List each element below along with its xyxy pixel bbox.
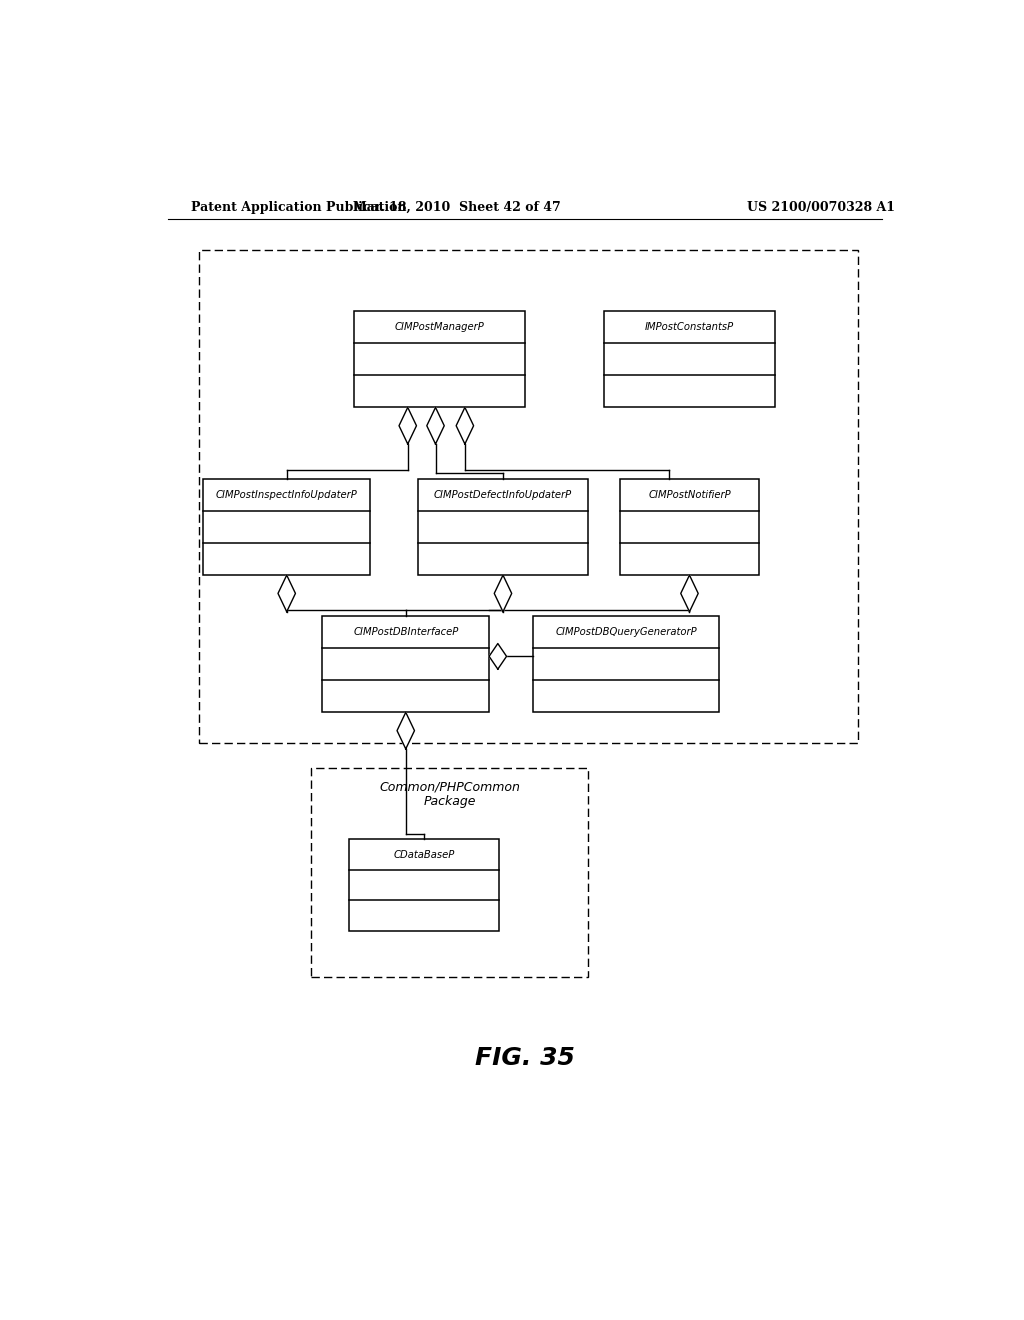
Polygon shape	[681, 576, 698, 611]
Bar	[310, 768, 588, 977]
Text: CDataBaseP: CDataBaseP	[393, 850, 455, 859]
Bar	[620, 479, 759, 576]
Text: Mar. 18, 2010  Sheet 42 of 47: Mar. 18, 2010 Sheet 42 of 47	[353, 201, 561, 214]
Bar	[354, 312, 524, 408]
Bar	[604, 312, 775, 408]
Text: CIMPostDBQueryGeneratorP: CIMPostDBQueryGeneratorP	[555, 627, 696, 636]
Text: CIMPostDefectInfoUpdaterP: CIMPostDefectInfoUpdaterP	[434, 490, 572, 500]
Polygon shape	[456, 408, 474, 444]
Bar	[323, 615, 489, 713]
Bar	[532, 615, 719, 713]
Polygon shape	[495, 576, 512, 611]
Bar	[200, 249, 858, 743]
Bar	[204, 479, 370, 576]
Text: CIMPostDBInterfaceP: CIMPostDBInterfaceP	[353, 627, 459, 636]
Text: Patent Application Publication: Patent Application Publication	[191, 201, 407, 214]
Text: US 2100/0070328 A1: US 2100/0070328 A1	[748, 201, 895, 214]
Text: Common/PHPCommon
Package: Common/PHPCommon Package	[379, 780, 520, 808]
Polygon shape	[397, 713, 415, 748]
Text: CIMPostInspectInfoUpdaterP: CIMPostInspectInfoUpdaterP	[216, 490, 357, 500]
Text: CIMPostManagerP: CIMPostManagerP	[394, 322, 484, 331]
Polygon shape	[278, 576, 296, 611]
Polygon shape	[399, 408, 417, 444]
Polygon shape	[427, 408, 444, 444]
Text: FIG. 35: FIG. 35	[475, 1045, 574, 1071]
Text: CIMPostNotifierP: CIMPostNotifierP	[648, 490, 731, 500]
Bar	[348, 840, 500, 931]
Polygon shape	[489, 644, 507, 669]
Text: IMPostConstantsP: IMPostConstantsP	[645, 322, 734, 331]
Bar	[418, 479, 588, 576]
